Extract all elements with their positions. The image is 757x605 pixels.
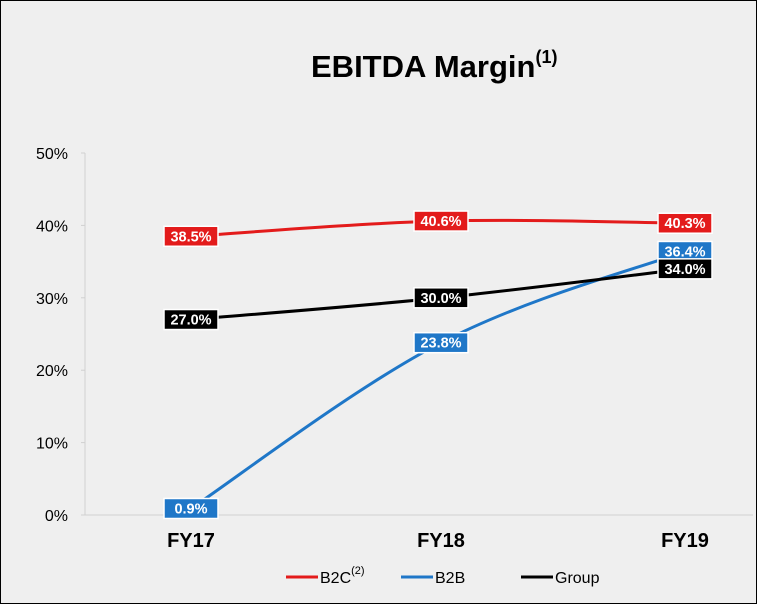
legend: B2C(2) B2B Group <box>286 565 600 587</box>
data-label-box <box>413 331 469 354</box>
data-label-text: 36.4% <box>664 244 705 260</box>
data-label-group: 30.0% <box>413 287 469 309</box>
legend-label: B2B <box>435 570 465 587</box>
x-tick-label: FY18 <box>417 530 465 552</box>
data-label-group: 34.0% <box>657 258 713 280</box>
data-label-text: 30.0% <box>420 291 461 307</box>
data-label-box <box>163 308 219 331</box>
data-label-b2c: 40.6% <box>413 210 469 232</box>
data-label-box <box>163 497 219 520</box>
data-label-b2c: 38.5% <box>163 225 219 248</box>
y-tick-label: 40% <box>36 218 68 235</box>
data-label-text: 38.5% <box>170 229 211 245</box>
data-label-text: 40.3% <box>664 216 705 232</box>
data-label-text: 23.8% <box>420 336 461 352</box>
data-label-text: 40.6% <box>420 214 461 230</box>
data-label-box <box>657 258 713 280</box>
data-label-box <box>413 287 469 309</box>
x-tick-label: FY19 <box>661 530 709 552</box>
y-tick-label: 50% <box>36 146 68 163</box>
data-labels: 38.5% 40.6% 40.3% 0.9% 23.8% 36.4% 27.0% 30.0% 3… <box>163 210 713 520</box>
legend-item-b2b: B2B <box>401 570 465 587</box>
y-tick-label: 0% <box>45 508 68 525</box>
y-tick-label: 10% <box>36 436 68 453</box>
data-label-group: 27.0% <box>163 308 219 331</box>
chart-title-text: EBITDA Margin <box>311 49 535 84</box>
data-label-text: 27.0% <box>170 313 211 329</box>
y-tick-label: 30% <box>36 291 68 308</box>
x-tick-label: FY17 <box>167 530 215 552</box>
legend-label: Group <box>555 570 600 587</box>
y-tick-label: 20% <box>36 363 68 380</box>
data-label-b2b: 23.8% <box>413 331 469 354</box>
data-label-text: 0.9% <box>174 501 207 517</box>
data-label-box <box>163 225 219 248</box>
legend-item-b2c: B2C(2) <box>286 565 365 587</box>
data-label-box <box>657 212 713 234</box>
chart-title: EBITDA Margin(1) <box>311 47 557 84</box>
axes: 0% 10% 20% 30% 40% 50% FY17 FY18 FY19 <box>36 146 753 552</box>
data-label-b2c: 40.3% <box>657 212 713 234</box>
chart-title-superscript: (1) <box>535 47 557 67</box>
data-label-box <box>413 210 469 232</box>
data-label-b2b: 0.9% <box>163 497 219 520</box>
legend-item-group: Group <box>521 570 600 587</box>
legend-label: B2C(2) <box>320 565 365 587</box>
series-lines <box>189 218 687 510</box>
data-label-text: 34.0% <box>664 262 705 278</box>
